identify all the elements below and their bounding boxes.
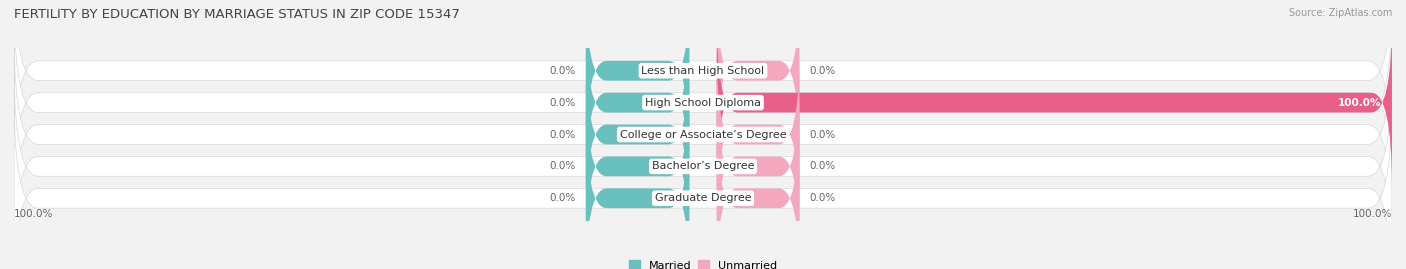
FancyBboxPatch shape: [717, 49, 800, 220]
FancyBboxPatch shape: [586, 81, 689, 252]
Text: College or Associate’s Degree: College or Associate’s Degree: [620, 129, 786, 140]
Text: 0.0%: 0.0%: [550, 161, 575, 171]
Text: 100.0%: 100.0%: [14, 209, 53, 219]
Text: 0.0%: 0.0%: [550, 129, 575, 140]
Text: 100.0%: 100.0%: [1339, 98, 1382, 108]
Text: 0.0%: 0.0%: [810, 161, 837, 171]
FancyBboxPatch shape: [586, 17, 689, 188]
Text: Less than High School: Less than High School: [641, 66, 765, 76]
FancyBboxPatch shape: [717, 17, 1392, 188]
Text: 100.0%: 100.0%: [1353, 209, 1392, 219]
FancyBboxPatch shape: [586, 0, 689, 157]
Text: Bachelor’s Degree: Bachelor’s Degree: [652, 161, 754, 171]
FancyBboxPatch shape: [14, 1, 1392, 204]
Text: 0.0%: 0.0%: [550, 66, 575, 76]
FancyBboxPatch shape: [586, 49, 689, 220]
Text: 0.0%: 0.0%: [550, 193, 575, 203]
Text: 0.0%: 0.0%: [550, 98, 575, 108]
FancyBboxPatch shape: [14, 97, 1392, 269]
Text: 0.0%: 0.0%: [810, 66, 837, 76]
Text: Source: ZipAtlas.com: Source: ZipAtlas.com: [1288, 8, 1392, 18]
FancyBboxPatch shape: [717, 0, 800, 157]
Text: 0.0%: 0.0%: [810, 193, 837, 203]
FancyBboxPatch shape: [14, 65, 1392, 268]
FancyBboxPatch shape: [586, 112, 689, 269]
Text: High School Diploma: High School Diploma: [645, 98, 761, 108]
FancyBboxPatch shape: [717, 81, 800, 252]
Text: 0.0%: 0.0%: [810, 129, 837, 140]
FancyBboxPatch shape: [14, 0, 1392, 172]
Legend: Married, Unmarried: Married, Unmarried: [624, 256, 782, 269]
FancyBboxPatch shape: [14, 33, 1392, 236]
FancyBboxPatch shape: [717, 112, 800, 269]
Text: Graduate Degree: Graduate Degree: [655, 193, 751, 203]
Text: FERTILITY BY EDUCATION BY MARRIAGE STATUS IN ZIP CODE 15347: FERTILITY BY EDUCATION BY MARRIAGE STATU…: [14, 8, 460, 21]
